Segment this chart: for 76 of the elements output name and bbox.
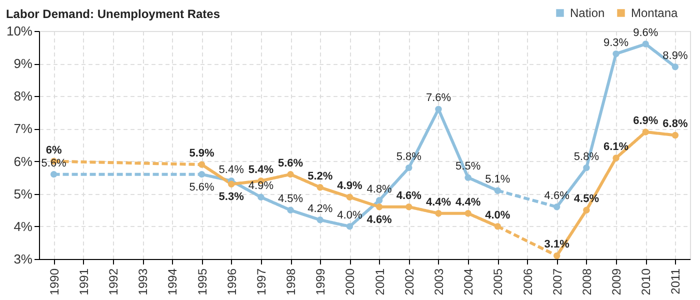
data-label: 6.8% bbox=[662, 118, 688, 130]
data-label: 5.4% bbox=[218, 164, 244, 176]
x-tick-label: 1998 bbox=[284, 268, 298, 296]
y-tick-label: 8% bbox=[14, 88, 33, 104]
data-label: 4.0% bbox=[485, 209, 510, 222]
data-label: 4.5% bbox=[278, 193, 304, 206]
data-label: 7.6% bbox=[426, 92, 452, 104]
data-label: 9.6% bbox=[633, 27, 658, 40]
x-tick-label: 2007 bbox=[550, 268, 564, 296]
y-tick-label: 4% bbox=[14, 218, 33, 234]
data-label: 4.4% bbox=[456, 196, 481, 208]
data-label: 5.6% bbox=[278, 157, 304, 170]
data-label: 4.6% bbox=[544, 190, 570, 202]
x-tick-label: 2003 bbox=[432, 268, 446, 296]
data-label: 4.4% bbox=[426, 196, 452, 208]
data-label: 5.4% bbox=[248, 164, 274, 176]
data-label: 8.9% bbox=[662, 50, 688, 62]
data-label: 5.3% bbox=[218, 191, 244, 204]
data-label: 9.3% bbox=[603, 36, 629, 49]
data-label: 5.9% bbox=[189, 148, 214, 160]
y-tick-label: 9% bbox=[14, 56, 33, 72]
data-label: 4.6% bbox=[366, 214, 392, 226]
data-label: 5.8% bbox=[396, 150, 422, 163]
y-tick-label: 5% bbox=[14, 186, 33, 202]
point bbox=[672, 63, 679, 70]
data-label: 4.2% bbox=[308, 202, 333, 215]
chart-title: Labor Demand: Unemployment Rates bbox=[6, 7, 220, 21]
legend-label: Montana bbox=[631, 6, 678, 20]
data-label: 6.1% bbox=[603, 141, 629, 154]
x-tick-label: 2005 bbox=[491, 268, 506, 296]
point bbox=[583, 206, 590, 214]
data-label: 5.6% bbox=[189, 181, 214, 194]
x-tick-label: 1990 bbox=[47, 268, 62, 296]
data-label: 5.1% bbox=[485, 174, 510, 186]
x-tick-label: 2010 bbox=[639, 268, 654, 296]
x-tick-label: 2011 bbox=[668, 268, 683, 294]
y-tick-label: 3% bbox=[14, 252, 33, 266]
point bbox=[583, 164, 590, 172]
data-label: 4.6% bbox=[396, 190, 422, 202]
point bbox=[553, 252, 560, 260]
x-tick-label: 2000 bbox=[343, 268, 358, 296]
point bbox=[612, 50, 620, 58]
x-tick-label: 2001 bbox=[372, 268, 387, 296]
point bbox=[553, 204, 560, 210]
data-label: 5.8% bbox=[574, 150, 600, 163]
data-label: 5.5% bbox=[456, 160, 481, 173]
x-tick-label: 2009 bbox=[610, 268, 624, 296]
data-label: 6% bbox=[46, 144, 62, 156]
point bbox=[50, 170, 58, 178]
point bbox=[612, 154, 620, 162]
x-tick-label: 1991 bbox=[76, 268, 91, 296]
y-tick-label: 7% bbox=[14, 121, 33, 136]
x-tick-label: 1994 bbox=[166, 268, 180, 296]
point bbox=[672, 132, 679, 139]
data-label: 6.9% bbox=[633, 114, 658, 127]
data-label: 4.9% bbox=[248, 180, 274, 192]
x-tick-label: 2006 bbox=[520, 268, 535, 296]
y-tick-label: 6% bbox=[14, 154, 33, 169]
x-tick-label: 1992 bbox=[106, 268, 120, 296]
data-label: 5.2% bbox=[308, 170, 333, 182]
x-tick-label: 2002 bbox=[402, 268, 416, 296]
x-tick-label: 2008 bbox=[580, 268, 594, 296]
data-label: 4.8% bbox=[366, 183, 392, 196]
x-tick-label: 1999 bbox=[314, 268, 328, 296]
data-label: 5.6% bbox=[41, 157, 67, 170]
y-tick-label: 10% bbox=[6, 24, 33, 38]
data-label: 4.9% bbox=[337, 180, 362, 192]
x-tick-label: 1996 bbox=[224, 268, 239, 296]
x-tick-label: 1995 bbox=[195, 268, 210, 296]
x-tick-label: 1993 bbox=[136, 268, 150, 296]
x-tick-label: 1997 bbox=[254, 268, 268, 296]
x-tick-label: 2004 bbox=[462, 268, 476, 296]
point bbox=[642, 128, 649, 136]
data-label: 4.0% bbox=[337, 209, 362, 222]
point bbox=[642, 40, 649, 48]
legend-label: Nation bbox=[570, 6, 605, 20]
